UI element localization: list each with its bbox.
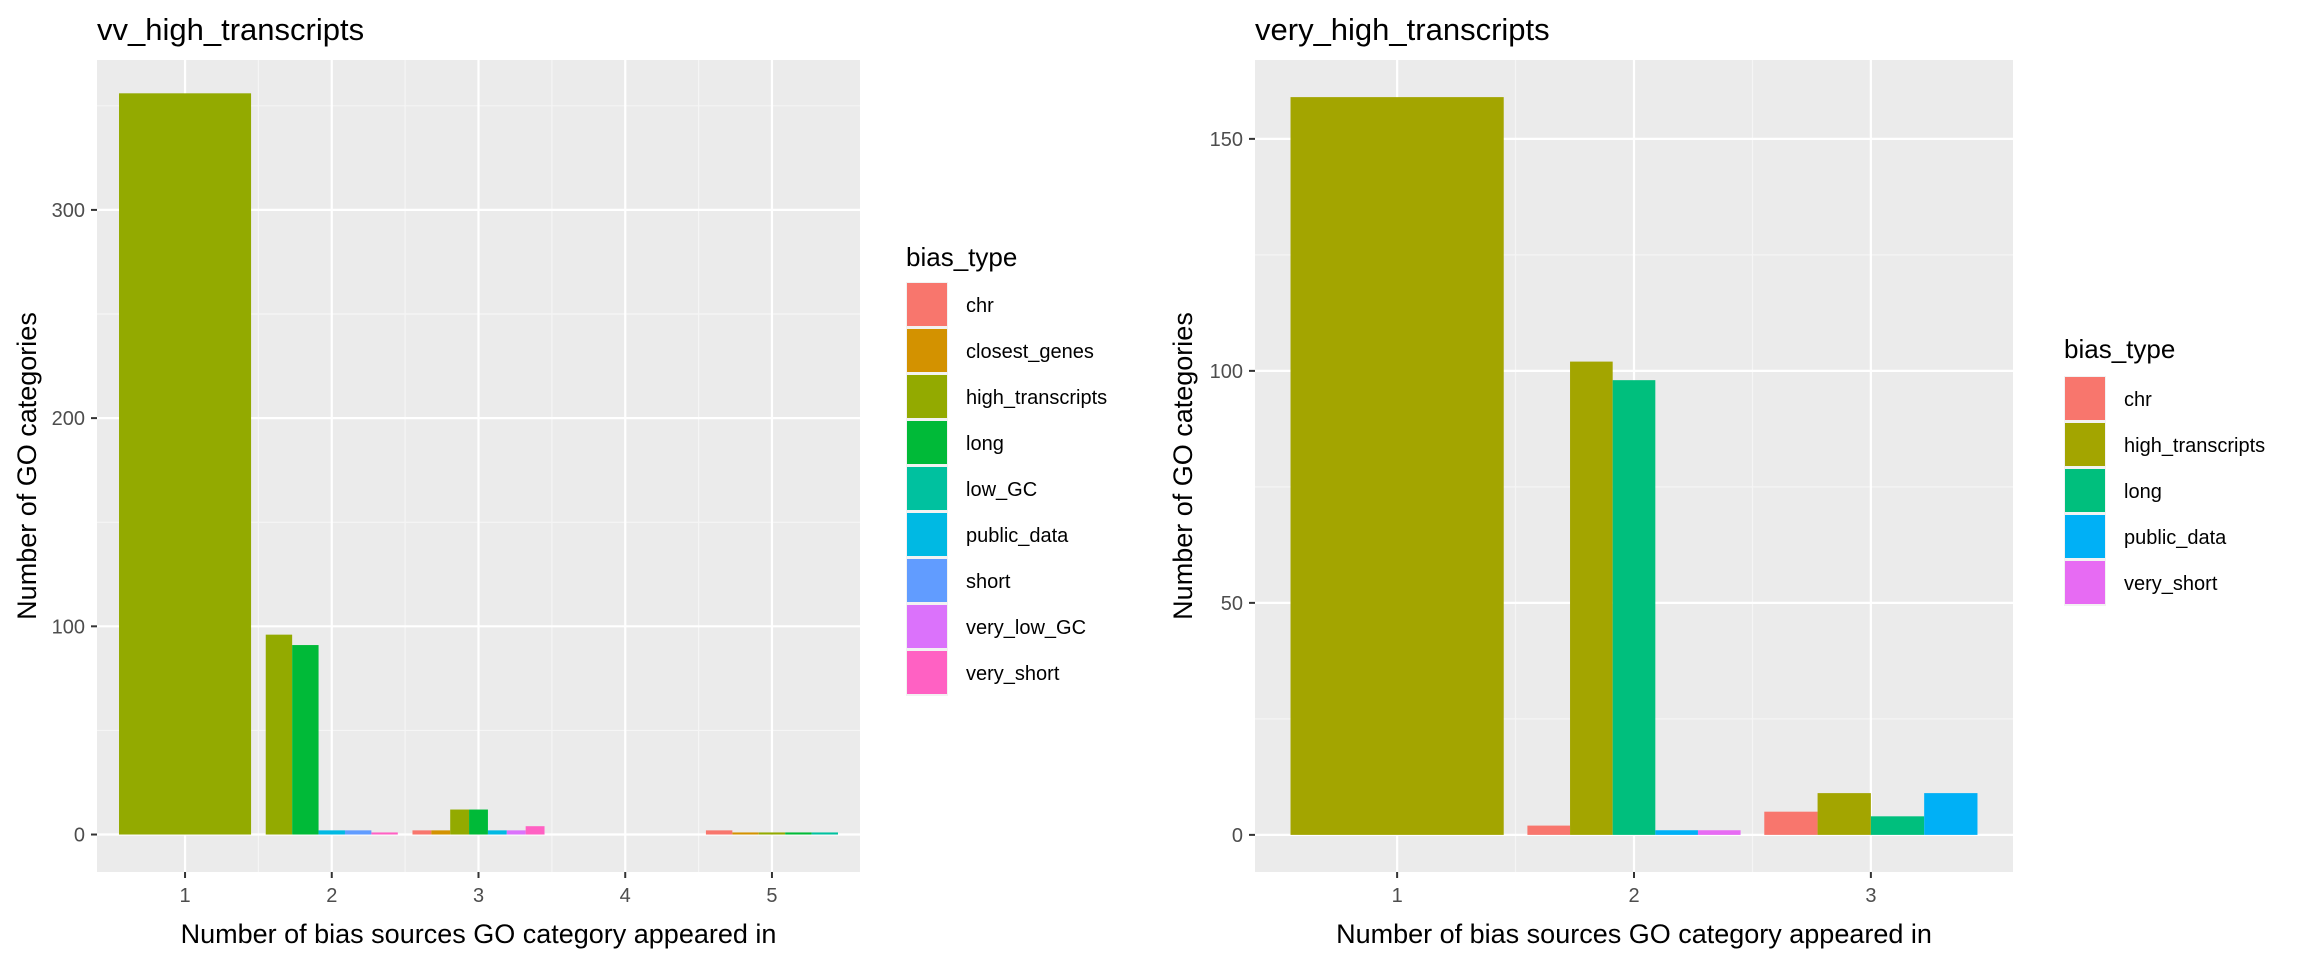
legend-item-public_data: public_data [2064, 514, 2227, 560]
legend-title: bias_type [906, 242, 1017, 272]
y-tick-label: 150 [1210, 129, 1243, 151]
bar-low_GC-x5 [811, 832, 838, 835]
y-axis-label: Number of GO categories [12, 312, 42, 620]
bar-long-x3 [1870, 816, 1925, 835]
bar-chr-x3 [1764, 811, 1818, 835]
legend-item-very_short: very_short [2064, 560, 2218, 606]
legend-key-very_low_GC [907, 605, 947, 648]
legend-key-high_transcripts [907, 375, 947, 418]
legend-key-closest_genes [907, 329, 947, 372]
legend-key-very_short [2065, 561, 2105, 604]
legend-label: very_short [2124, 573, 2218, 595]
legend-key-high_transcripts [2065, 423, 2105, 466]
legend-key-long [2065, 469, 2105, 512]
legend-item-high_transcripts: high_transcripts [906, 374, 1107, 420]
x-axis-label: Number of bias sources GO category appea… [181, 919, 777, 949]
x-tick-label: 5 [766, 885, 777, 907]
chart-title: very_high_transcripts [1255, 12, 1550, 47]
legend-item-long: long [2064, 468, 2162, 514]
legend-item-chr: chr [906, 282, 994, 328]
bar-high_transcripts-x3 [450, 809, 470, 835]
legend-key-chr [2065, 377, 2105, 420]
bar-long-x2 [1612, 380, 1656, 835]
legend-label: very_short [966, 663, 1060, 685]
legend-key-public_data [2065, 515, 2105, 558]
bar-public_data-x3 [1924, 793, 1978, 835]
bar-chr-x2 [1527, 825, 1571, 835]
y-tick-label: 200 [52, 408, 85, 430]
bar-high_transcripts-x2 [265, 634, 293, 835]
legend-label: high_transcripts [966, 387, 1107, 409]
legend-label: public_data [966, 525, 1069, 547]
bar-public_data-x2 [318, 830, 345, 835]
legend-key-chr [907, 283, 947, 326]
legend-key-public_data [907, 513, 947, 556]
legend-key-very_short [907, 651, 947, 694]
x-tick-label: 3 [473, 885, 484, 907]
legend-item-short: short [906, 558, 1011, 604]
y-tick-label: 0 [1232, 825, 1243, 847]
bar-very_short-x2 [371, 832, 398, 835]
chart-panel-1: 0 100 200 300 1 2 3 4 5 vv_high_transcripts Number… [12, 12, 1107, 949]
x-tick-label: 4 [620, 885, 631, 907]
bar-high_transcripts-x2 [1570, 361, 1613, 835]
bar-closest_genes-x5 [732, 832, 759, 835]
x-axis-label: Number of bias sources GO category appea… [1336, 919, 1932, 949]
bar-long-x3 [469, 809, 488, 835]
legend-label: chr [2124, 389, 2152, 411]
legend-key-long [907, 421, 947, 464]
bar-very_low_GC-x3 [506, 830, 526, 835]
x-tick-label: 2 [1628, 885, 1639, 907]
legend-item-very_short: very_short [906, 650, 1060, 696]
legend-label: long [2124, 481, 2162, 503]
y-tick-label: 0 [74, 825, 85, 847]
legend-title: bias_type [2064, 334, 2175, 364]
legend-label: short [966, 571, 1011, 593]
legend-item-public_data: public_data [906, 512, 1069, 558]
legend-key-short [907, 559, 947, 602]
legend-label: chr [966, 295, 994, 317]
legend-item-closest_genes: closest_genes [906, 328, 1094, 374]
legend-label: public_data [2124, 527, 2227, 549]
legend-label: low_GC [966, 479, 1037, 501]
x-tick-label: 3 [1865, 885, 1876, 907]
bar-chr-x5 [705, 830, 733, 835]
x-tick-label: 1 [1392, 885, 1403, 907]
chart-panel-2: 0 50 100 150 1 2 3 very_high_transcripts Number … [1168, 12, 2265, 949]
y-tick-label: 100 [1210, 361, 1243, 383]
y-tick-label: 300 [52, 200, 85, 222]
legend-item-chr: chr [2064, 376, 2152, 422]
bar-closest_genes-x3 [431, 830, 451, 835]
legend-label: high_transcripts [2124, 435, 2265, 457]
y-axis-label: Number of GO categories [1168, 312, 1198, 620]
bar-long-x2 [292, 645, 319, 835]
legend-label: closest_genes [966, 341, 1094, 363]
bar-high_transcripts-x3 [1817, 793, 1871, 835]
bar-very_short-x3 [525, 826, 545, 835]
bar-high_transcripts-x1 [119, 93, 252, 835]
legend-label: very_low_GC [966, 617, 1086, 639]
bar-public_data-x3 [487, 830, 507, 835]
x-tick-label: 1 [179, 885, 190, 907]
bar-very_short-x2 [1697, 830, 1741, 835]
legend-key-low_GC [907, 467, 947, 510]
legend-item-long: long [906, 420, 1004, 466]
chart-title: vv_high_transcripts [97, 12, 364, 47]
bar-public_data-x2 [1655, 830, 1698, 835]
legend-item-very_low_GC: very_low_GC [906, 604, 1086, 650]
legend-item-low_GC: low_GC [906, 466, 1037, 512]
bar-high_transcripts-x1 [1290, 97, 1504, 835]
bar-short-x2 [344, 830, 372, 835]
bar-chr-x3 [412, 830, 432, 835]
y-tick-label: 100 [52, 616, 85, 638]
legend-label: long [966, 433, 1004, 455]
bar-high_transcripts-x5 [758, 832, 786, 835]
x-tick-label: 2 [326, 885, 337, 907]
bar-long-x5 [785, 832, 812, 835]
y-tick-label: 50 [1221, 593, 1243, 615]
legend-item-high_transcripts: high_transcripts [2064, 422, 2265, 468]
